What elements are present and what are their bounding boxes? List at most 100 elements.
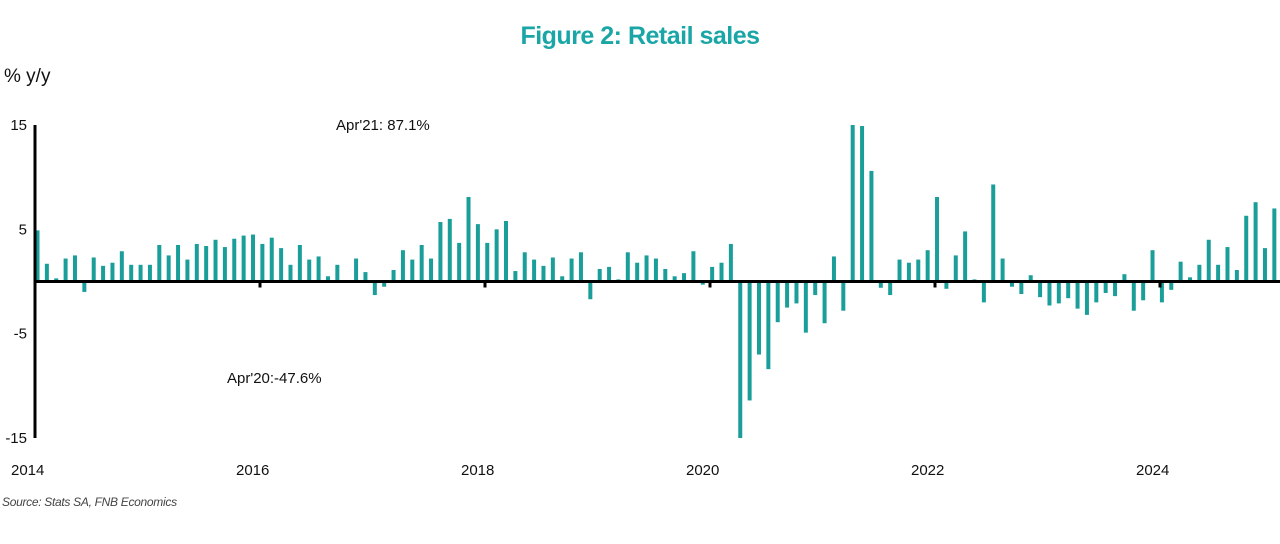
- bar-87: [850, 125, 855, 282]
- bar-74: [728, 243, 733, 282]
- bar-97: [944, 281, 949, 289]
- bar-130: [1253, 202, 1258, 282]
- bar-84: [822, 281, 827, 324]
- bar-81: [794, 281, 799, 304]
- bar-128: [1234, 270, 1239, 282]
- bar-19: [213, 239, 218, 282]
- bar-126: [1216, 264, 1221, 282]
- bar-17: [194, 243, 199, 282]
- bar-6: [91, 257, 96, 282]
- bar-102: [991, 184, 996, 282]
- bar-42: [429, 258, 434, 282]
- bar-77: [756, 281, 761, 355]
- y-axis-label: % y/y: [4, 66, 51, 87]
- bar-94: [916, 259, 921, 282]
- bar-56: [560, 276, 565, 282]
- bar-90: [878, 281, 883, 288]
- annotation-apr21: Apr'21: 87.1%: [336, 117, 430, 134]
- bar-5: [82, 281, 87, 292]
- bar-16: [185, 259, 190, 282]
- bar-1: [44, 263, 49, 282]
- y-tick-label-3: -15: [5, 430, 27, 447]
- bar-120: [1159, 281, 1164, 303]
- bar-98: [953, 255, 958, 282]
- bar-66: [653, 258, 658, 282]
- bar-20: [222, 247, 227, 282]
- bar-45: [457, 242, 462, 282]
- bar-57: [569, 258, 574, 282]
- bar-75: [738, 281, 743, 438]
- bar-85: [831, 256, 836, 282]
- bar-103: [1000, 258, 1005, 282]
- bar-9: [119, 251, 124, 282]
- bar-67: [663, 268, 668, 282]
- bar-125: [1206, 239, 1211, 282]
- bar-40: [410, 259, 415, 282]
- bar-76: [747, 281, 752, 401]
- bar-106: [1028, 275, 1033, 282]
- bar-114: [1103, 281, 1108, 293]
- bar-10: [129, 264, 134, 282]
- x-tick-label-0: 2014: [11, 462, 44, 479]
- x-tick-label-4: 2022: [911, 462, 944, 479]
- bar-8: [110, 262, 115, 282]
- bar-96: [935, 196, 940, 282]
- bar-34: [354, 258, 359, 282]
- bar-68: [672, 276, 677, 282]
- bar-69: [682, 273, 687, 282]
- bar-88: [860, 126, 865, 282]
- bar-41: [419, 244, 424, 282]
- bar-131: [1262, 248, 1267, 282]
- bar-24: [260, 243, 265, 282]
- bar-63: [625, 252, 630, 282]
- x-tick-label-3: 2020: [686, 462, 719, 479]
- bar-89: [869, 170, 874, 282]
- bar-113: [1094, 281, 1099, 303]
- annotation-apr20: Apr'20:-47.6%: [227, 370, 322, 387]
- bar-121: [1169, 281, 1174, 290]
- bar-132: [1272, 208, 1277, 282]
- bar-117: [1131, 281, 1136, 311]
- bar-29: [307, 259, 312, 282]
- bar-39: [400, 250, 405, 282]
- bar-49: [494, 229, 499, 282]
- bar-115: [1113, 281, 1118, 297]
- bar-108: [1047, 281, 1052, 306]
- bar-28: [297, 244, 302, 282]
- bar-109: [1056, 281, 1061, 304]
- x-tick-label-1: 2016: [236, 462, 269, 479]
- bar-13: [157, 244, 162, 282]
- bar-32: [335, 264, 340, 282]
- bar-79: [775, 281, 780, 323]
- bar-83: [813, 281, 818, 296]
- bar-21: [232, 238, 237, 282]
- bar-26: [279, 248, 284, 282]
- bar-60: [597, 268, 602, 282]
- bar-101: [981, 281, 986, 303]
- bar-38: [391, 270, 396, 282]
- bar-65: [644, 255, 649, 282]
- bar-61: [607, 266, 612, 282]
- bar-129: [1244, 215, 1249, 282]
- bar-31: [325, 276, 330, 282]
- bar-127: [1225, 247, 1230, 282]
- bar-93: [906, 262, 911, 282]
- bar-44: [447, 218, 452, 282]
- y-tick-label-0: 15: [10, 117, 27, 134]
- bar-118: [1141, 281, 1146, 301]
- x-tick-label-5: 2024: [1136, 462, 1169, 479]
- y-tick-label-2: -5: [14, 326, 27, 343]
- axes-group: [33, 125, 1280, 438]
- bar-47: [475, 224, 480, 282]
- bar-36: [372, 281, 377, 296]
- bar-105: [1019, 281, 1024, 295]
- bar-107: [1038, 281, 1043, 298]
- bar-71: [700, 281, 705, 285]
- bar-37: [382, 281, 387, 287]
- bar-7: [101, 265, 106, 282]
- bar-22: [241, 235, 246, 282]
- bar-53: [532, 259, 537, 282]
- bar-23: [251, 234, 256, 282]
- bar-111: [1075, 281, 1080, 309]
